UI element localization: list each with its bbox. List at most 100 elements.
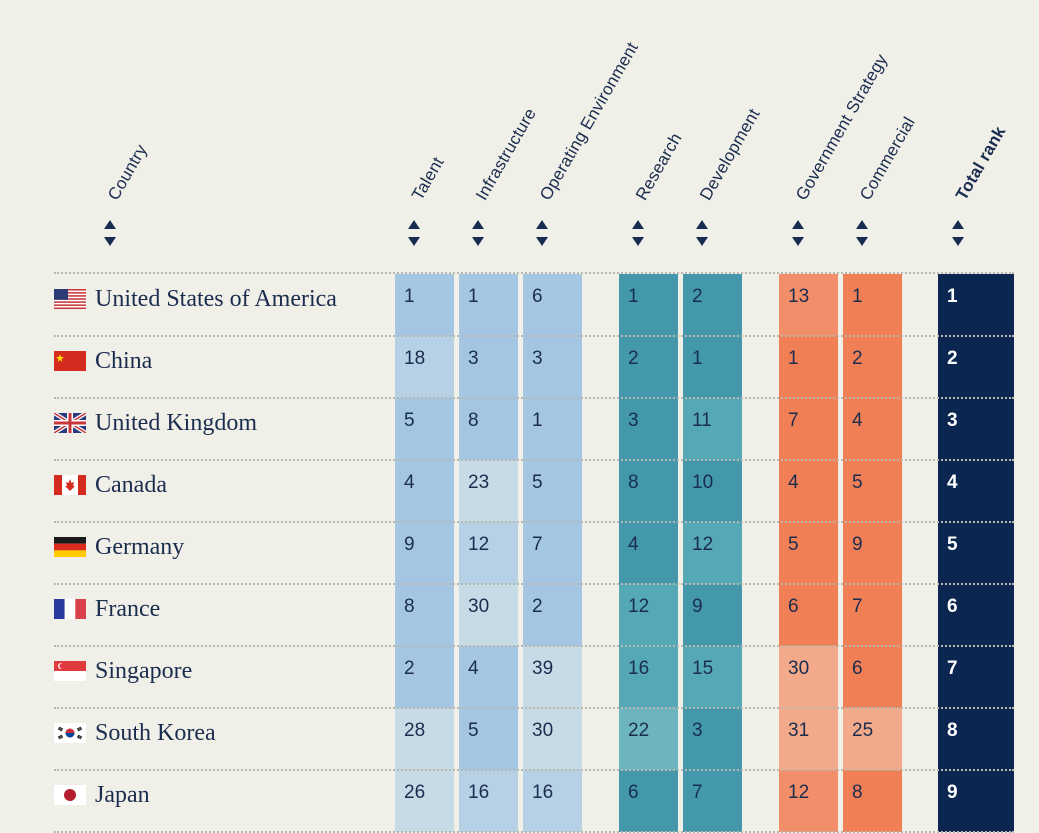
cell-background [843,336,902,398]
table-row[interactable]: China 18 3 3 2 1 1 2 2 [0,336,1039,398]
cell-background [459,708,518,770]
cell-research: 12 [628,596,650,617]
cell-research: 22 [628,720,650,741]
cell-government-strategy: 6 [788,596,799,617]
cell-development: 1 [692,348,703,369]
row-divider [54,459,1014,461]
us-flag-icon [54,289,86,309]
cell-government-strategy: 5 [788,534,799,555]
cell-infrastructure: 4 [468,658,479,679]
header-talent: Talent [408,153,448,204]
table-row[interactable]: France 8 30 2 12 9 6 7 6 [0,584,1039,646]
cell-infrastructure: 23 [468,472,490,493]
sort-infrastructure-button[interactable] [469,218,487,248]
table-row[interactable]: Singapore 2 4 39 16 15 30 6 7 [0,646,1039,708]
table-row[interactable]: United States of America 1 1 6 1 2 13 1 1 [0,274,1039,336]
de-flag-icon [54,537,86,557]
cell-total-rank: 2 [947,348,958,369]
cell-background [523,460,582,522]
sort-country-button[interactable] [101,218,119,248]
cell-development: 9 [692,596,703,617]
sort-research-button[interactable] [629,218,647,248]
sort-government-strategy-button[interactable] [789,218,807,248]
cell-total-rank: 4 [947,472,958,493]
cell-background [843,460,902,522]
header-research: Research [632,129,686,204]
table-row[interactable]: Germany 9 12 7 4 12 5 9 5 [0,522,1039,584]
cell-background [683,522,742,584]
cell-research: 2 [628,348,639,369]
cell-infrastructure: 16 [468,782,490,803]
cell-total-rank: 6 [947,596,958,617]
row-divider [54,521,1014,523]
row-divider [54,583,1014,585]
country-name: France [95,596,161,622]
header-development: Development [696,105,764,204]
sort-commercial-button[interactable] [853,218,871,248]
cell-government-strategy: 12 [788,782,810,803]
cell-background [779,708,838,770]
country-name: South Korea [95,720,216,746]
cell-background [523,522,582,584]
cell-talent: 2 [404,658,415,679]
cell-background [779,646,838,708]
cell-background [523,584,582,646]
cell-infrastructure: 8 [468,410,479,431]
row-divider [54,769,1014,771]
header-infrastructure: Infrastructure [472,104,540,204]
cell-talent: 26 [404,782,426,803]
row-divider [54,272,1014,274]
cell-commercial: 25 [852,720,874,741]
cell-background [779,584,838,646]
cell-background [619,646,678,708]
table-row[interactable]: South Korea 28 5 30 22 3 31 25 8 [0,708,1039,770]
country-name: Singapore [95,658,193,684]
cell-background [843,522,902,584]
cell-talent: 8 [404,596,415,617]
cell-background [779,398,838,460]
cell-background [683,770,742,832]
table-row[interactable]: Canada 4 23 5 8 10 4 5 4 [0,460,1039,522]
sort-arrows-icon [693,218,711,248]
cell-background [683,398,742,460]
table-row[interactable]: Japan 26 16 16 6 7 12 8 9 [0,770,1039,832]
country-name: United States of America [95,286,337,312]
cell-talent: 1 [404,286,415,307]
cell-background [523,274,582,336]
sort-talent-button[interactable] [405,218,423,248]
header-country: Country [104,141,151,204]
cell-infrastructure: 12 [468,534,490,555]
cell-total-rank: 1 [947,286,958,307]
fr-flag-icon [54,599,86,619]
cell-government-strategy: 13 [788,286,810,307]
cell-commercial: 4 [852,410,863,431]
cell-development: 15 [692,658,714,679]
cell-background [619,336,678,398]
cell-background [779,460,838,522]
ca-flag-icon [54,475,86,495]
cell-talent: 5 [404,410,415,431]
country-name: Japan [95,782,150,808]
sort-development-button[interactable] [693,218,711,248]
cell-total-rank: 8 [947,720,958,741]
cell-commercial: 5 [852,472,863,493]
cell-research: 8 [628,472,639,493]
cell-background [843,646,902,708]
sort-total-rank-button[interactable] [949,218,967,248]
cell-operating-environment: 2 [532,596,543,617]
cell-background [843,398,902,460]
cell-operating-environment: 6 [532,286,543,307]
cell-background [619,584,678,646]
header-total-rank: Total rank [952,122,1010,204]
cell-commercial: 2 [852,348,863,369]
sort-operating-environment-button[interactable] [533,218,551,248]
cell-background [459,522,518,584]
country-name: China [95,348,153,374]
country-name: Canada [95,472,167,498]
cell-background [395,274,454,336]
cell-background [459,460,518,522]
country-name: United Kingdom [95,410,257,436]
cell-background [395,708,454,770]
table-row[interactable]: United Kingdom 5 8 1 3 11 7 4 3 [0,398,1039,460]
cell-background [395,460,454,522]
